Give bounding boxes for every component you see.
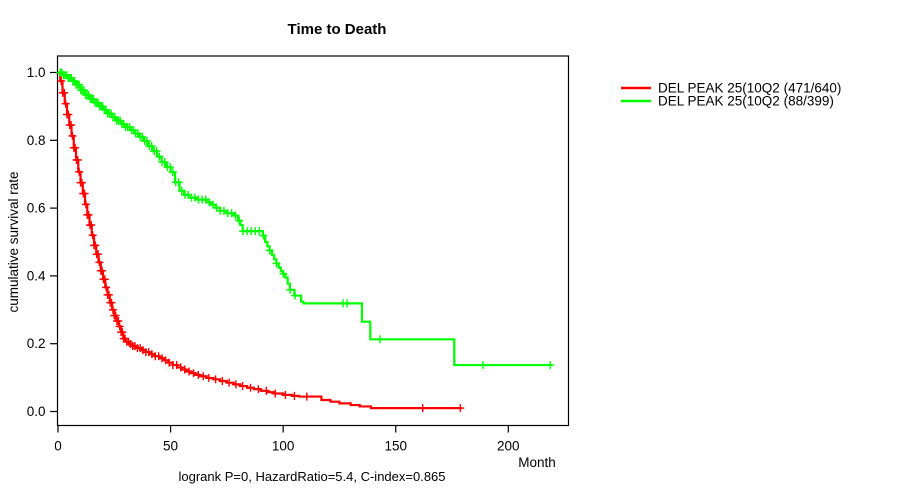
y-axis-label: cumulative survival rate <box>6 171 21 312</box>
legend: DEL PEAK 25(10Q2 (471/640) DEL PEAK 25(1… <box>621 81 841 109</box>
y-tick-label: 0.0 <box>27 404 46 419</box>
legend-label-red: DEL PEAK 25(10Q2 (471/640) <box>658 81 841 96</box>
chart-title: Time to Death <box>288 21 387 38</box>
plot-box <box>56 55 570 427</box>
survival-curves <box>56 68 555 413</box>
stats-footnote: logrank P=0, HazardRatio=5.4, C-index=0.… <box>178 469 445 484</box>
x-tick-label: 200 <box>497 439 520 454</box>
x-tick-label: 50 <box>163 439 178 454</box>
y-tick-label: 0.8 <box>27 133 46 148</box>
survival-curve-green <box>58 71 552 367</box>
x-tick-label: 100 <box>272 439 295 454</box>
legend-label-green: DEL PEAK 25(10Q2 (88/399) <box>658 94 834 109</box>
x-axis-label: Month <box>518 455 556 470</box>
y-tick-label: 1.0 <box>27 65 46 80</box>
y-tick-label: 0.6 <box>27 201 46 216</box>
y-tick-label: 0.2 <box>27 336 46 351</box>
y-tick-label: 0.4 <box>27 268 46 283</box>
x-tick-label: 0 <box>54 439 62 454</box>
x-tick-label: 150 <box>384 439 407 454</box>
axes: 0 50 100 150 200 0.0 0.2 0.4 0.6 0.8 1.0 <box>27 55 570 454</box>
